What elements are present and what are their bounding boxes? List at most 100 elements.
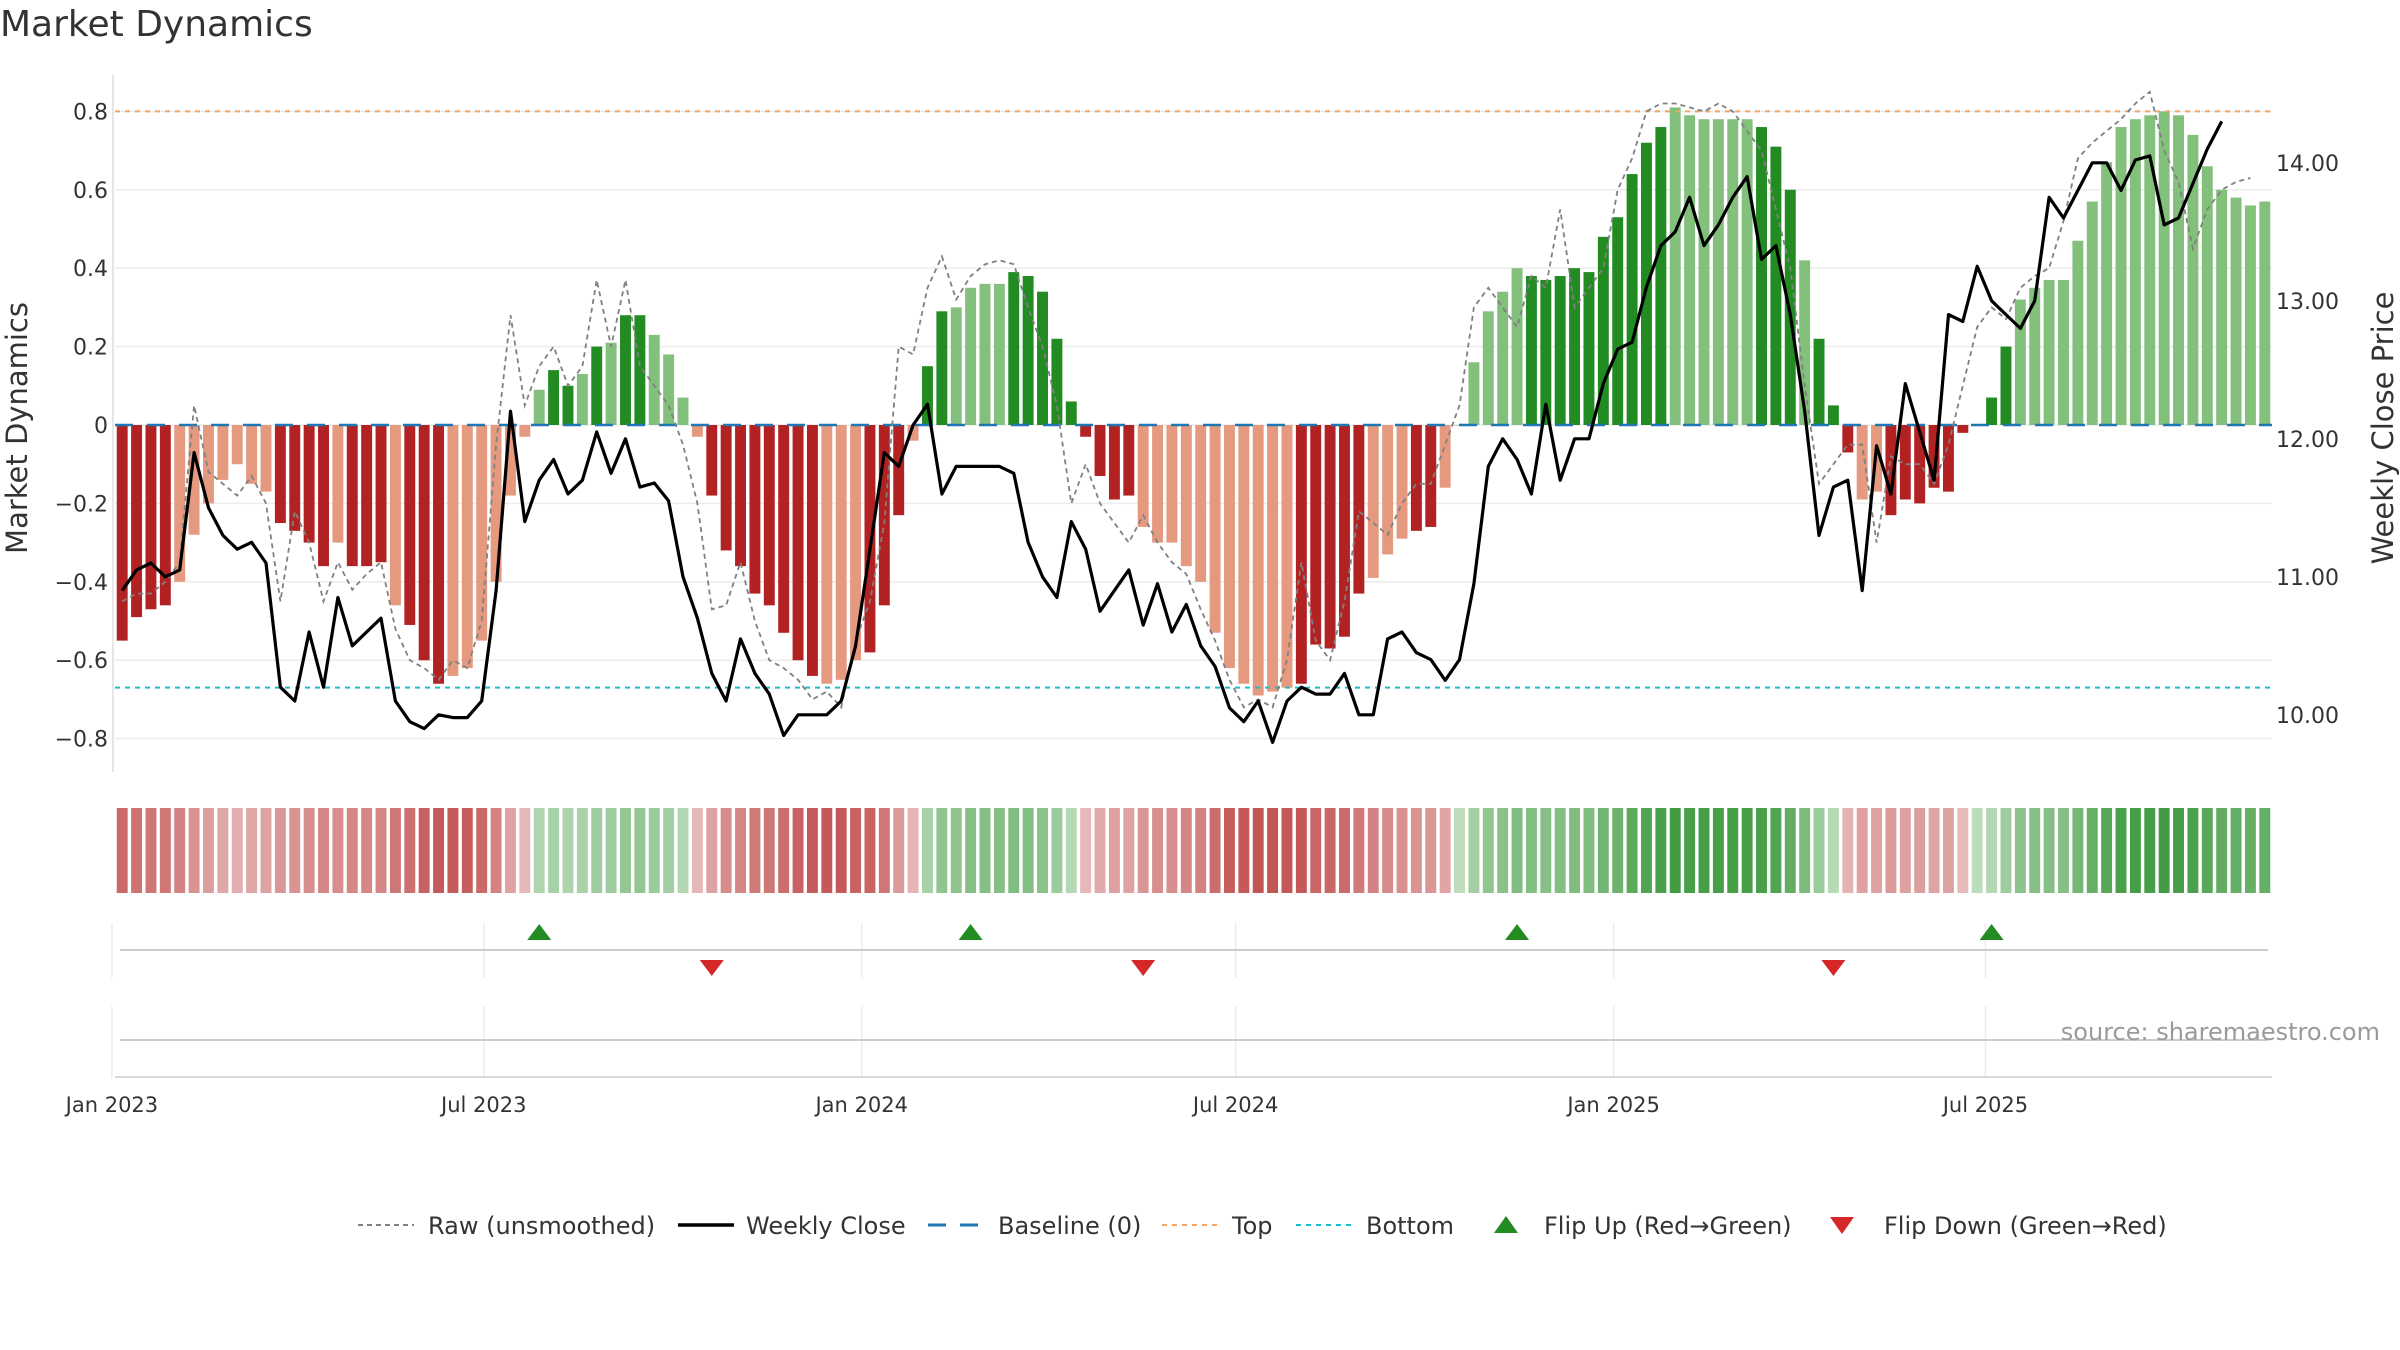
- regime-cell: [1267, 808, 1279, 893]
- dynamics-bar: [591, 346, 603, 425]
- regime-cell: [907, 808, 919, 893]
- y-tick-label: −0.4: [55, 571, 108, 596]
- legend-swatch-flip-down: [1830, 1217, 1854, 1234]
- x-tick-label: Jan 2023: [64, 1093, 159, 1117]
- regime-cell: [1065, 808, 1077, 893]
- dynamics-bar: [2244, 205, 2256, 425]
- regime-cell: [303, 808, 315, 893]
- y2-tick-label: 14.00: [2276, 152, 2339, 177]
- bottom-panel: Jan 2023 Jul 2023 Jan 2024 Jul 2024 Jan 2025…: [64, 1006, 2272, 1117]
- regime-cell: [763, 808, 775, 893]
- dynamics-bar: [1094, 425, 1106, 476]
- dynamics-bar: [735, 425, 746, 567]
- regime-cell: [1885, 808, 1897, 893]
- regime-cell: [677, 808, 689, 893]
- regime-cell: [1756, 808, 1767, 893]
- dynamics-bar: [1037, 291, 1048, 425]
- dynamics-bar: [217, 425, 229, 480]
- flip-up-marker: [1979, 924, 2004, 940]
- dynamics-bar: [2201, 166, 2213, 425]
- regime-cell: [1209, 808, 1221, 893]
- regime-cell: [1684, 808, 1696, 893]
- grid-layer: [115, 110, 2272, 740]
- regime-cell: [1238, 808, 1250, 893]
- regime-cell: [1669, 808, 1681, 893]
- dynamics-bar: [1942, 425, 1954, 492]
- regime-cell: [1439, 808, 1451, 893]
- dynamics-bar: [1511, 268, 1523, 425]
- dynamics-bar: [1267, 425, 1279, 692]
- dynamics-bar: [605, 342, 617, 425]
- regime-cell: [835, 808, 847, 893]
- regime-cell: [504, 808, 516, 893]
- regime-cell: [1842, 808, 1854, 893]
- regime-cell: [1986, 808, 1998, 893]
- regime-cell: [706, 808, 718, 893]
- dynamics-bar: [1410, 425, 1422, 531]
- regime-cell: [260, 808, 272, 893]
- y-tick-label: −0.2: [55, 492, 108, 517]
- dynamics-bar: [1540, 279, 1552, 425]
- regime-cell: [217, 808, 229, 893]
- regime-cell: [1310, 808, 1322, 893]
- dynamics-bar: [2072, 240, 2084, 425]
- dynamics-bar: [1080, 425, 1092, 437]
- regime-cell: [433, 808, 445, 893]
- dynamics-bar: [1626, 174, 1638, 425]
- regime-cell: [576, 808, 588, 893]
- y-tick-label: −0.6: [55, 649, 108, 674]
- regime-cell: [1741, 808, 1753, 893]
- regime-cell: [1827, 808, 1839, 893]
- dynamics-bar: [433, 425, 445, 684]
- dynamics-bar: [1813, 338, 1825, 425]
- regime-cell: [1094, 808, 1106, 893]
- dynamics-bar: [720, 425, 732, 551]
- dynamics-bar: [548, 370, 560, 425]
- y-tick-label: 0.6: [73, 179, 108, 204]
- source-label: source: sharemaestro.com: [2061, 1018, 2380, 1046]
- dynamics-bar: [1022, 276, 1034, 425]
- x-tick-label: Jul 2024: [1191, 1093, 1278, 1117]
- regime-cell: [1569, 808, 1581, 893]
- regime-cell: [562, 808, 574, 893]
- regime-cell: [231, 808, 243, 893]
- regime-cell: [1353, 808, 1365, 893]
- regime-cell: [1008, 808, 1020, 893]
- regime-cell: [620, 808, 631, 893]
- regime-cell: [1612, 808, 1624, 893]
- dynamics-bar: [562, 385, 574, 425]
- regime-cell: [2144, 808, 2156, 893]
- regime-cell: [720, 808, 732, 893]
- dynamics-bar: [2043, 279, 2055, 425]
- regime-cell: [145, 808, 157, 893]
- regime-cell: [2187, 808, 2199, 893]
- dynamics-bar: [1583, 272, 1595, 425]
- regime-cell: [332, 808, 344, 893]
- dynamics-bar: [1108, 425, 1120, 500]
- regime-cell: [2000, 808, 2012, 893]
- dynamics-bar: [2230, 197, 2242, 425]
- dynamics-bar: [1468, 362, 1480, 425]
- dynamics-bar: [2058, 279, 2069, 425]
- dynamics-bar: [490, 425, 502, 582]
- regime-cell: [1367, 808, 1379, 893]
- regime-cell: [1511, 808, 1523, 893]
- regime-cell: [1281, 808, 1293, 893]
- dynamics-bar: [1180, 425, 1192, 567]
- regime-cell: [878, 808, 890, 893]
- dynamics-bar: [677, 397, 689, 425]
- dynamics-bar: [1770, 146, 1782, 426]
- regime-cell: [1482, 808, 1494, 893]
- regime-cell: [1928, 808, 1940, 893]
- regime-cell: [1468, 808, 1480, 893]
- dynamics-bar: [1756, 127, 1767, 425]
- regime-cell: [1454, 808, 1465, 893]
- dynamics-bar: [2173, 115, 2184, 425]
- regime-cell: [936, 808, 948, 893]
- regime-cell: [850, 808, 862, 893]
- dynamics-bar: [2000, 346, 2012, 425]
- dynamics-bar: [318, 425, 329, 567]
- legend: Raw (unsmoothed) Weekly Close Baseline (0)…: [358, 1212, 2167, 1240]
- regime-cell: [1914, 808, 1926, 893]
